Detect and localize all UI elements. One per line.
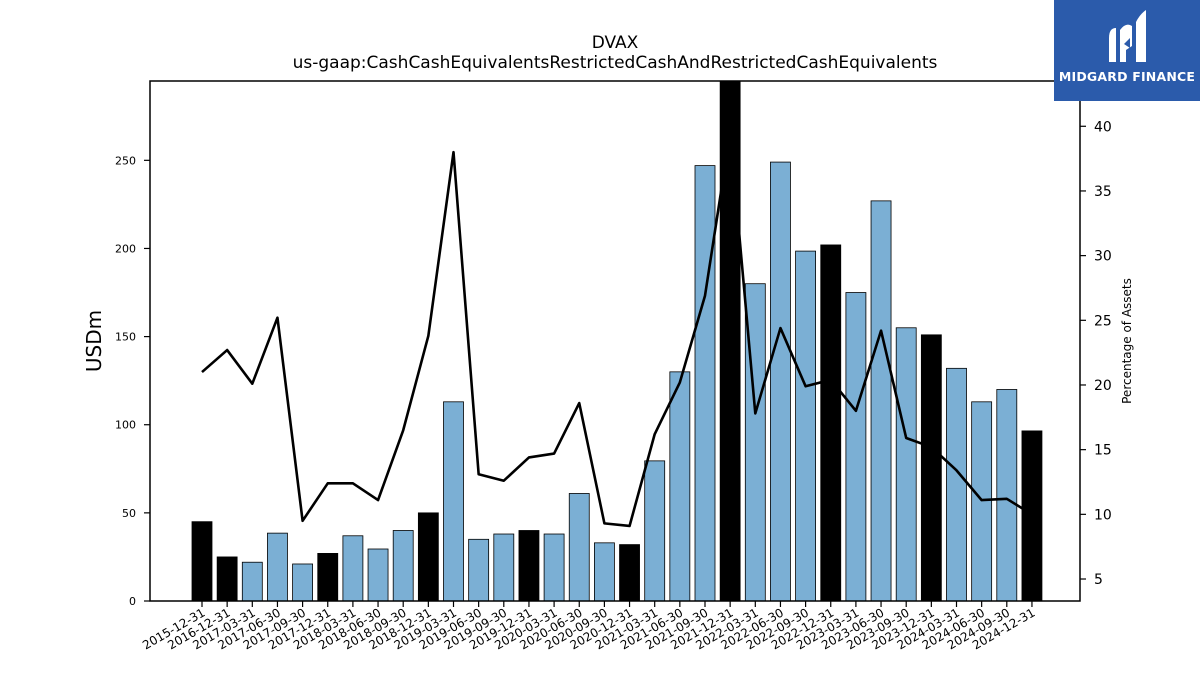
right-tick-label: 5 [1094,572,1103,588]
bar-2017-03-31 [241,561,263,602]
bar-2023-06-30 [870,200,892,602]
right-tick-label: 30 [1094,249,1112,265]
bar-2021-06-30 [669,371,691,602]
bar-2024-09-30 [996,389,1018,602]
bar-2022-12-31 [820,244,842,602]
left-tick-label: 0 [129,595,136,608]
brand-logo: MIDGARD FINANCE [1054,0,1200,101]
percentage-of-assets-line [201,131,1033,528]
bar-2022-06-30 [770,161,791,602]
plot-frame [149,80,1081,602]
bars-group [191,80,1043,602]
right-axis: 5 10 15 20 25 30 35 40 [1080,119,1112,588]
brand-logo-text: MIDGARD FINANCE [1058,69,1196,84]
right-tick-label: 20 [1094,378,1112,394]
left-tick-label: 50 [122,507,136,520]
left-tick-label: 150 [115,331,136,344]
midgard-m-icon [1109,10,1146,63]
bar-2018-03-31 [342,535,364,602]
left-tick-label: 200 [115,242,136,255]
left-axis: 0 50 100 150 200 250 [115,154,150,608]
bar-2019-06-30 [468,538,490,602]
right-tick-label: 10 [1094,507,1112,523]
bar-2019-09-30 [493,533,515,602]
bar-2024-06-30 [971,401,993,602]
bar-2023-09-30 [895,327,917,602]
bar-2023-03-31 [845,292,867,602]
bar-2023-12-31 [920,334,942,602]
bar-2017-09-30 [292,563,314,602]
y2-axis-label: Percentage of Assets [1120,278,1134,404]
bar-2019-12-31 [518,530,540,602]
left-tick-label: 250 [115,154,136,167]
bar-2018-12-31 [417,512,439,602]
bar-2020-12-31 [619,544,640,602]
bar-2020-06-30 [568,493,590,602]
bar-2020-03-31 [543,533,565,602]
bar-2021-12-31 [719,80,741,602]
bar-2019-03-31 [443,401,464,602]
right-tick-label: 40 [1094,119,1112,135]
bar-2015-12-31 [191,521,213,602]
bar-2024-12-31 [1021,430,1043,602]
y-axis-label: USDm [82,310,106,372]
bar-2016-12-31 [216,556,238,602]
bar-2017-06-30 [267,532,288,602]
bar-2018-06-30 [367,548,389,602]
chart-title: DVAX [591,33,639,53]
bar-2022-09-30 [795,250,816,602]
chart-subtitle: us-gaap:CashCashEquivalentsRestrictedCas… [292,53,938,73]
bar-2021-03-31 [644,460,666,602]
bar-2018-09-30 [392,530,414,602]
bar-2021-09-30 [694,165,716,602]
bar-2017-12-31 [317,553,339,602]
left-tick-label: 100 [115,419,136,432]
x-axis: 2015-12-312016-12-312017-03-312017-06-30… [140,601,1037,652]
right-tick-label: 35 [1094,184,1112,200]
right-tick-label: 25 [1094,313,1112,329]
bar-2024-03-31 [946,367,967,602]
right-tick-label: 15 [1094,443,1112,459]
bar-2020-09-30 [594,542,615,602]
